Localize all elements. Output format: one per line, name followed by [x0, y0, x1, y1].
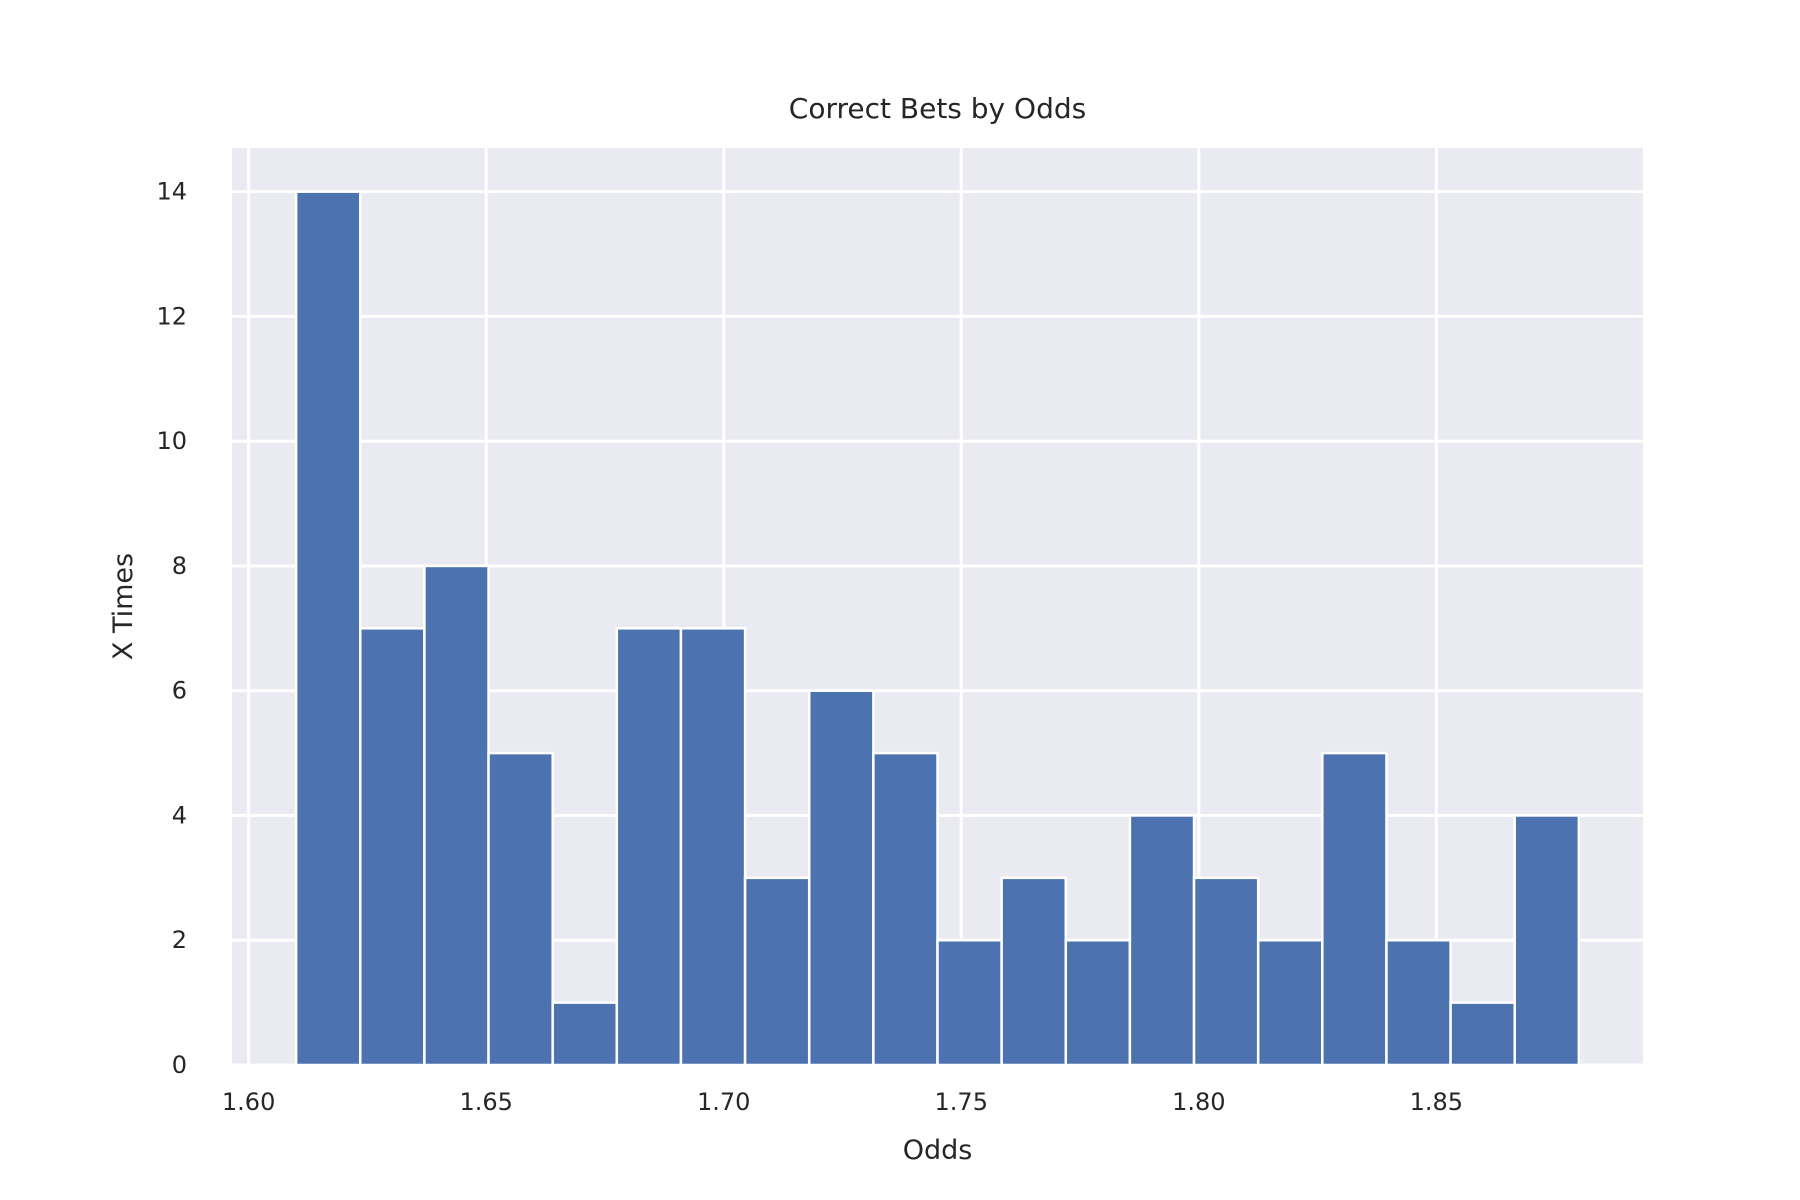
x-tick-label: 1.80: [1172, 1088, 1225, 1116]
histogram-bar-3: [423, 564, 490, 1067]
histogram-bar-16: [1256, 938, 1324, 1067]
histogram-bar-5: [551, 1001, 619, 1067]
y-axis-ticks: 0 2 4 6 8 10 12 14: [156, 178, 187, 1079]
histogram-bar-10: [872, 751, 939, 1067]
histogram-bar-9: [807, 689, 875, 1067]
histogram-bar-7: [679, 627, 747, 1067]
histogram-bar-1: [294, 190, 362, 1067]
histogram-bar-12: [1000, 876, 1068, 1067]
histogram-bar-2: [359, 627, 426, 1067]
y-tick-label: 10: [156, 427, 187, 455]
histogram-bar-14: [1128, 814, 1196, 1067]
y-tick-label: 0: [172, 1051, 187, 1079]
histogram-bar-20: [1513, 814, 1581, 1067]
chart-title: Correct Bets by Odds: [789, 92, 1086, 125]
histogram-bar-8: [743, 876, 811, 1067]
x-tick-label: 1.75: [935, 1088, 988, 1116]
histogram-bar-11: [936, 938, 1003, 1067]
histogram-bar-19: [1449, 1001, 1516, 1067]
x-tick-label: 1.85: [1410, 1088, 1463, 1116]
histogram-bar-4: [487, 751, 554, 1067]
x-axis-label: Odds: [903, 1135, 973, 1166]
histogram-bar-18: [1385, 938, 1452, 1067]
histogram-bar-17: [1321, 751, 1388, 1067]
histogram-bar-6: [615, 627, 683, 1067]
histogram-bar-13: [1064, 938, 1132, 1067]
y-tick-label: 14: [156, 178, 187, 206]
x-tick-label: 1.60: [222, 1088, 275, 1116]
y-tick-label: 6: [172, 677, 187, 705]
x-axis-ticks: 1.60 1.65 1.70 1.75 1.80 1.85: [222, 1088, 1463, 1116]
y-tick-label: 2: [172, 926, 187, 954]
y-axis-label: X Times: [108, 553, 139, 660]
bars: [294, 190, 1581, 1067]
histogram-bar-15: [1192, 876, 1260, 1067]
y-tick-label: 4: [172, 801, 187, 829]
y-tick-label: 8: [172, 552, 187, 580]
y-tick-label: 12: [156, 302, 187, 330]
x-tick-label: 1.65: [459, 1088, 512, 1116]
x-tick-label: 1.70: [697, 1088, 750, 1116]
